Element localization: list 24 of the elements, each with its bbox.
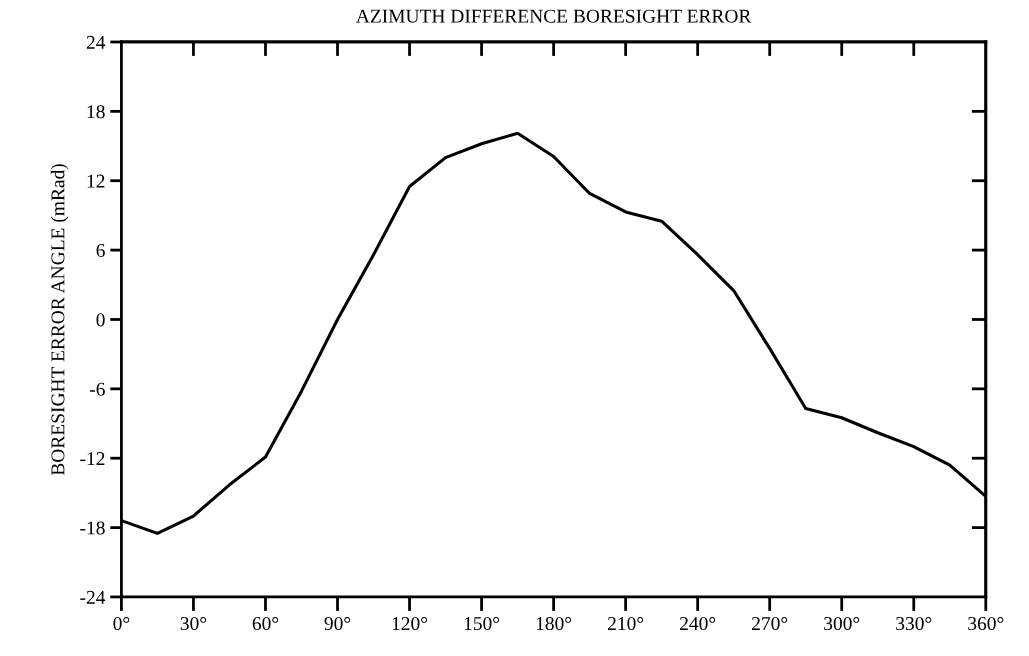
x-tick-label: 180°	[536, 616, 572, 631]
x-tick-label: 120°	[392, 616, 428, 631]
y-tick-label: 12	[87, 174, 105, 188]
x-tick-label: 210°	[608, 616, 644, 631]
x-tick-label: 90°	[324, 616, 351, 631]
y-tick-label: 24	[86, 35, 106, 49]
y-axis-title: BORESIGHT ERROR ANGLE (mRad)	[50, 164, 69, 476]
x-tick-label: 240°	[680, 616, 716, 631]
x-tick-label: 0°	[113, 616, 130, 631]
y-tick-label: -12	[80, 452, 105, 465]
x-tick-label: 270°	[752, 616, 788, 631]
y-tick-label: -6	[89, 382, 105, 396]
y-tick-label: 6	[96, 243, 105, 258]
x-tick-label: 300°	[824, 616, 860, 631]
y-tick-label: 18	[87, 105, 105, 119]
y-tick-label: -24	[80, 590, 106, 604]
x-tick-label: 60°	[252, 616, 279, 631]
chart-title: AZIMUTH DIFFERENCE BORESIGHT ERROR	[356, 9, 752, 23]
x-tick-label: 360°	[968, 616, 1004, 631]
x-tick-label: 30°	[180, 616, 207, 631]
x-tick-label: 330°	[896, 616, 932, 631]
x-tick-label: 150°	[464, 616, 500, 631]
y-tick-label: -18	[80, 521, 105, 535]
y-tick-label: 0	[96, 313, 105, 327]
